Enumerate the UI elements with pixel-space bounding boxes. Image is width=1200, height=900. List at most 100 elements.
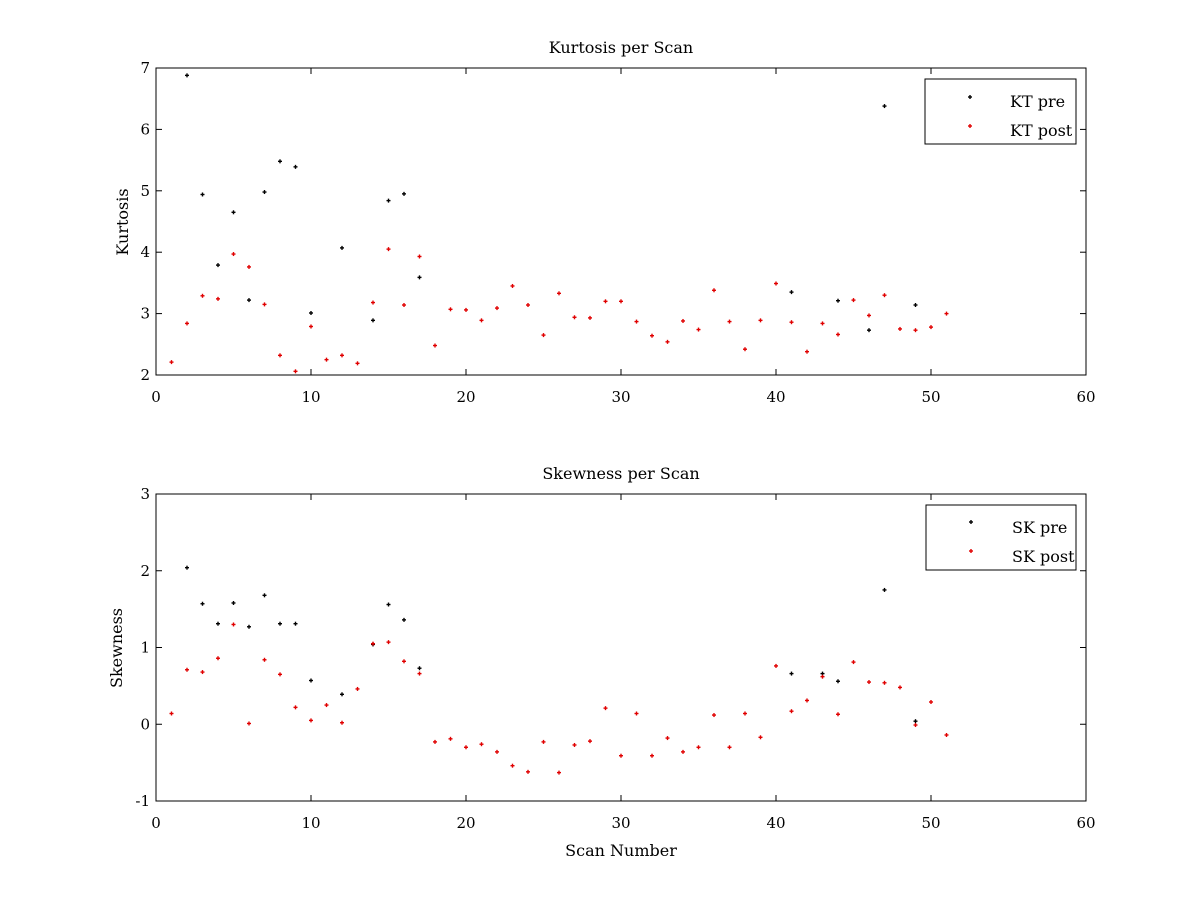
kurtosis-legend: KT pre KT post (924, 78, 1077, 145)
data-point-kt-post (402, 303, 406, 308)
data-point-sk-post (758, 735, 763, 740)
data-point-sk-post (386, 640, 391, 645)
data-point-kt-post (200, 293, 205, 298)
data-point-sk-post (944, 732, 949, 737)
skewness-legend-box (925, 504, 1077, 571)
data-point-sk-post (293, 705, 298, 710)
data-point-sk-post (479, 742, 484, 747)
data-point-sk-post (820, 674, 825, 679)
data-point-sk-pre (185, 565, 189, 570)
data-point-kt-post (758, 318, 763, 323)
data-point-sk-post (169, 711, 174, 716)
data-point-sk-post (712, 713, 716, 718)
skewness-x-axis-label: Scan Number (565, 841, 677, 860)
y-tick-label: 0 (140, 715, 150, 733)
data-point-sk-post (634, 711, 639, 716)
data-point-kt-post (510, 283, 515, 288)
x-tick-label: 50 (921, 814, 940, 832)
data-point-kt-post (541, 333, 546, 338)
data-point-kt-post (867, 313, 871, 318)
y-tick-label: -1 (135, 792, 150, 810)
data-point-kt-pre (789, 290, 794, 295)
data-point-kt-pre (340, 245, 344, 250)
legend-label-sk-post: SK post (1012, 547, 1075, 566)
data-point-sk-post (898, 685, 902, 690)
x-tick-label: 10 (301, 814, 320, 832)
data-point-sk-post (572, 742, 577, 747)
data-point-sk-post (464, 745, 468, 750)
data-point-kt-post (495, 306, 499, 311)
data-point-sk-post (355, 686, 360, 691)
data-point-sk-post (929, 699, 933, 704)
data-point-kt-pre (402, 191, 406, 196)
data-point-kt-post (696, 327, 701, 332)
x-tick-label: 30 (611, 814, 630, 832)
x-tick-label: 50 (921, 388, 940, 406)
data-point-sk-post (510, 763, 515, 768)
data-point-kt-post (836, 332, 840, 337)
data-point-sk-post (340, 720, 344, 725)
data-point-kt-pre (836, 298, 840, 303)
data-point-kt-post (371, 300, 375, 305)
data-point-sk-pre (386, 602, 391, 607)
data-point-sk-post (882, 680, 887, 685)
data-point-sk-pre (262, 593, 267, 598)
kurtosis-chart-title: Kurtosis per Scan (549, 38, 693, 57)
data-point-kt-post (448, 307, 453, 312)
y-tick-label: 5 (140, 182, 150, 200)
data-point-kt-post (944, 311, 949, 316)
x-tick-label: 60 (1076, 388, 1095, 406)
y-tick-label: 3 (140, 485, 150, 503)
data-point-sk-post (433, 739, 437, 744)
data-point-sk-post (324, 703, 329, 708)
data-point-sk-post (681, 749, 685, 754)
data-point-kt-post (479, 318, 484, 323)
data-point-sk-post (200, 670, 205, 675)
legend-marker-kt-post (968, 124, 972, 128)
kurtosis-subplot: Kurtosis per Scan 0 10 20 30 40 50 60 2 3 4 5 6 7 Ku… (113, 38, 1096, 406)
x-tick-label: 20 (456, 388, 475, 406)
data-point-sk-pre (309, 678, 313, 683)
data-point-kt-pre (278, 159, 282, 164)
data-point-sk-post (665, 736, 670, 741)
data-point-kt-pre (371, 318, 375, 323)
data-point-sk-pre (293, 621, 298, 626)
data-point-sk-post (309, 718, 313, 723)
data-point-kt-post (929, 325, 933, 330)
data-point-kt-pre (200, 192, 205, 197)
data-point-sk-post (247, 721, 251, 726)
data-point-kt-post (185, 321, 189, 326)
data-point-kt-pre (262, 190, 267, 195)
data-point-kt-post (417, 254, 422, 259)
data-point-kt-post (774, 281, 778, 286)
data-point-kt-pre (247, 298, 251, 303)
kurtosis-axis-ticks: 0 10 20 30 40 50 60 2 3 4 5 6 7 (140, 59, 1095, 406)
data-point-sk-post (278, 672, 282, 677)
data-point-kt-pre (913, 303, 918, 308)
data-point-kt-pre (231, 210, 236, 215)
data-point-kt-post (386, 247, 391, 252)
legend-label-kt-post: KT post (1010, 121, 1073, 140)
data-point-sk-post (417, 671, 422, 676)
data-point-kt-pre (386, 198, 391, 203)
y-tick-label: 7 (140, 59, 150, 77)
data-point-kt-post (293, 369, 298, 374)
data-point-kt-post (169, 360, 174, 365)
y-tick-label: 2 (140, 366, 150, 384)
data-point-kt-post (340, 353, 344, 358)
data-point-kt-post (820, 321, 825, 326)
data-point-sk-pre (200, 601, 205, 606)
data-point-kt-post (231, 252, 236, 257)
legend-label-sk-pre: SK pre (1012, 518, 1067, 537)
data-point-sk-post (727, 745, 732, 750)
legend-marker-sk-pre (969, 520, 973, 524)
data-point-kt-post (526, 303, 530, 308)
legend-marker-point-sk-pre (969, 520, 973, 524)
data-point-kt-post (712, 288, 716, 293)
data-point-kt-post (743, 347, 747, 352)
kurtosis-y-axis-label: Kurtosis (113, 188, 132, 255)
y-tick-label: 2 (140, 562, 150, 580)
data-point-sk-post (557, 770, 561, 775)
